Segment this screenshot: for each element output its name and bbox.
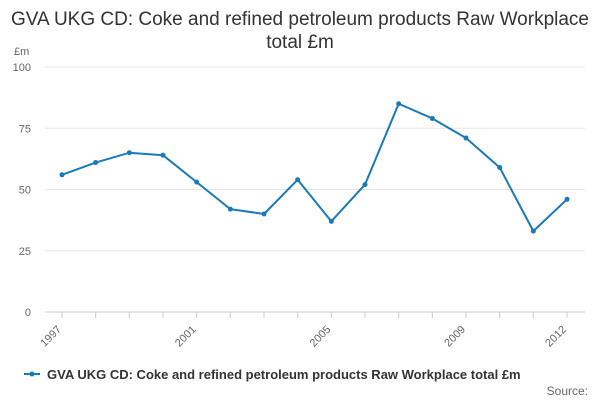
x-tick-label: 2001: [173, 324, 199, 350]
data-point[interactable]: [59, 172, 65, 178]
data-point[interactable]: [362, 182, 368, 188]
data-point[interactable]: [126, 150, 132, 156]
x-tick-label: 1997: [38, 324, 64, 350]
legend[interactable]: GVA UKG CD: Coke and refined petroleum p…: [24, 367, 521, 382]
grid-lines: [45, 66, 585, 313]
series-line: [61, 102, 568, 233]
legend-marker-icon: [29, 371, 35, 377]
data-point[interactable]: [160, 152, 166, 158]
chart-title: GVA UKG CD: Coke and refined petroleum p…: [11, 9, 589, 53]
y-axis-ticks: 0 25 50 75 100: [13, 62, 31, 319]
data-point[interactable]: [194, 179, 200, 185]
source-label: Source:: [547, 384, 588, 398]
y-tick-label: 25: [19, 246, 31, 258]
x-tick-label: 2005: [308, 324, 334, 350]
y-unit-label: £m: [14, 46, 29, 58]
data-point[interactable]: [328, 218, 334, 224]
y-tick-label: 50: [19, 185, 31, 197]
y-tick-label: 75: [19, 123, 31, 135]
data-point[interactable]: [429, 115, 435, 121]
y-tick-label: 0: [25, 307, 31, 319]
data-point[interactable]: [227, 206, 233, 212]
data-point[interactable]: [295, 177, 301, 183]
y-tick-label: 100: [13, 62, 31, 74]
x-axis-ticks: 1997 2001 2005 2009 2012: [38, 312, 569, 349]
data-point[interactable]: [396, 101, 402, 107]
x-tick-label: 2012: [543, 324, 569, 350]
data-point[interactable]: [530, 228, 536, 234]
data-point[interactable]: [93, 160, 99, 166]
legend-label: GVA UKG CD: Coke and refined petroleum p…: [47, 367, 521, 382]
x-tick-label: 2009: [442, 324, 468, 350]
data-point[interactable]: [497, 164, 503, 170]
data-point[interactable]: [261, 211, 267, 217]
data-point[interactable]: [463, 135, 469, 141]
data-point[interactable]: [564, 196, 570, 202]
series-layer: [59, 101, 570, 234]
